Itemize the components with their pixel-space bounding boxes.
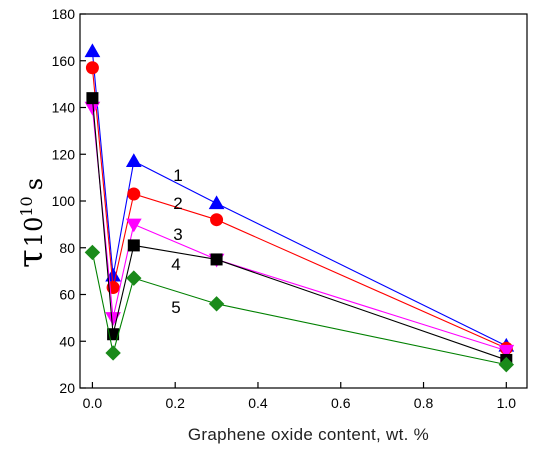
series-4 <box>86 92 513 366</box>
y-tick-label: 80 <box>59 240 75 256</box>
y-axis-title: τ1010s <box>11 178 51 268</box>
series-5 <box>84 244 515 373</box>
y-axis-unit: s <box>20 178 48 190</box>
labels: 1 2 3 4 5 <box>171 166 182 317</box>
y-tick-label: 60 <box>59 287 75 303</box>
series-label-3: 3 <box>173 225 182 244</box>
plot-frame <box>79 13 528 389</box>
series-2 <box>85 61 513 355</box>
data-point-4-0 <box>86 92 99 105</box>
y-axis-exponent: 10 <box>17 196 36 216</box>
series-1 <box>84 43 515 352</box>
y-axis-base: 10 <box>20 217 48 248</box>
y-tick-label: 140 <box>52 100 76 116</box>
y-tick-label: 160 <box>52 53 76 69</box>
data-point-5-2 <box>126 270 142 286</box>
y-tick-label: 20 <box>59 380 75 396</box>
series-line-2 <box>91 67 507 349</box>
series-label-2: 2 <box>173 194 182 213</box>
data-point-3-4 <box>498 344 515 359</box>
x-tick-label: 1.0 <box>497 395 517 411</box>
y-tick-label: 120 <box>52 146 76 162</box>
data-point-5-1 <box>105 345 121 361</box>
series-label-5: 5 <box>171 298 180 317</box>
series-layer <box>84 43 515 373</box>
x-tick-label: 0.2 <box>165 395 185 411</box>
data-point-4-2 <box>127 239 140 252</box>
series-3 <box>84 101 515 359</box>
series-line-3 <box>91 107 507 352</box>
x-tick-label: 0.0 <box>83 395 103 411</box>
x-axis-label: Graphene oxide content, wt. % <box>188 425 429 444</box>
series-label-1: 1 <box>173 166 182 185</box>
series-line-5 <box>91 252 507 366</box>
data-point-5-4 <box>498 356 515 373</box>
data-point-2-3 <box>210 213 224 227</box>
data-point-5-0 <box>84 244 101 261</box>
series-line-1 <box>91 51 507 347</box>
series-label-4: 4 <box>171 255 180 274</box>
x-tick-label: 0.4 <box>248 395 268 411</box>
y-tick-label: 100 <box>52 193 76 209</box>
data-point-2-2 <box>127 187 141 201</box>
data-point-3-2 <box>125 218 142 233</box>
y-tick-label: 40 <box>59 333 75 349</box>
data-point-4-3 <box>210 253 223 266</box>
y-axis-symbol: τ <box>11 249 51 268</box>
y-tick-label: 180 <box>52 6 76 22</box>
data-point-1-2 <box>125 153 142 168</box>
data-point-1-0 <box>84 43 101 58</box>
axes: 0.0 0.2 0.4 0.6 0.8 1.0 20 40 60 80 100 120 140 160 18… <box>11 6 528 444</box>
x-tick-label: 0.6 <box>331 395 351 411</box>
x-tick-label: 0.8 <box>414 395 434 411</box>
data-point-2-0 <box>85 61 99 75</box>
data-point-5-3 <box>208 296 225 312</box>
y-axis-label: τ1010s <box>11 178 51 268</box>
data-point-1-3 <box>208 195 225 210</box>
